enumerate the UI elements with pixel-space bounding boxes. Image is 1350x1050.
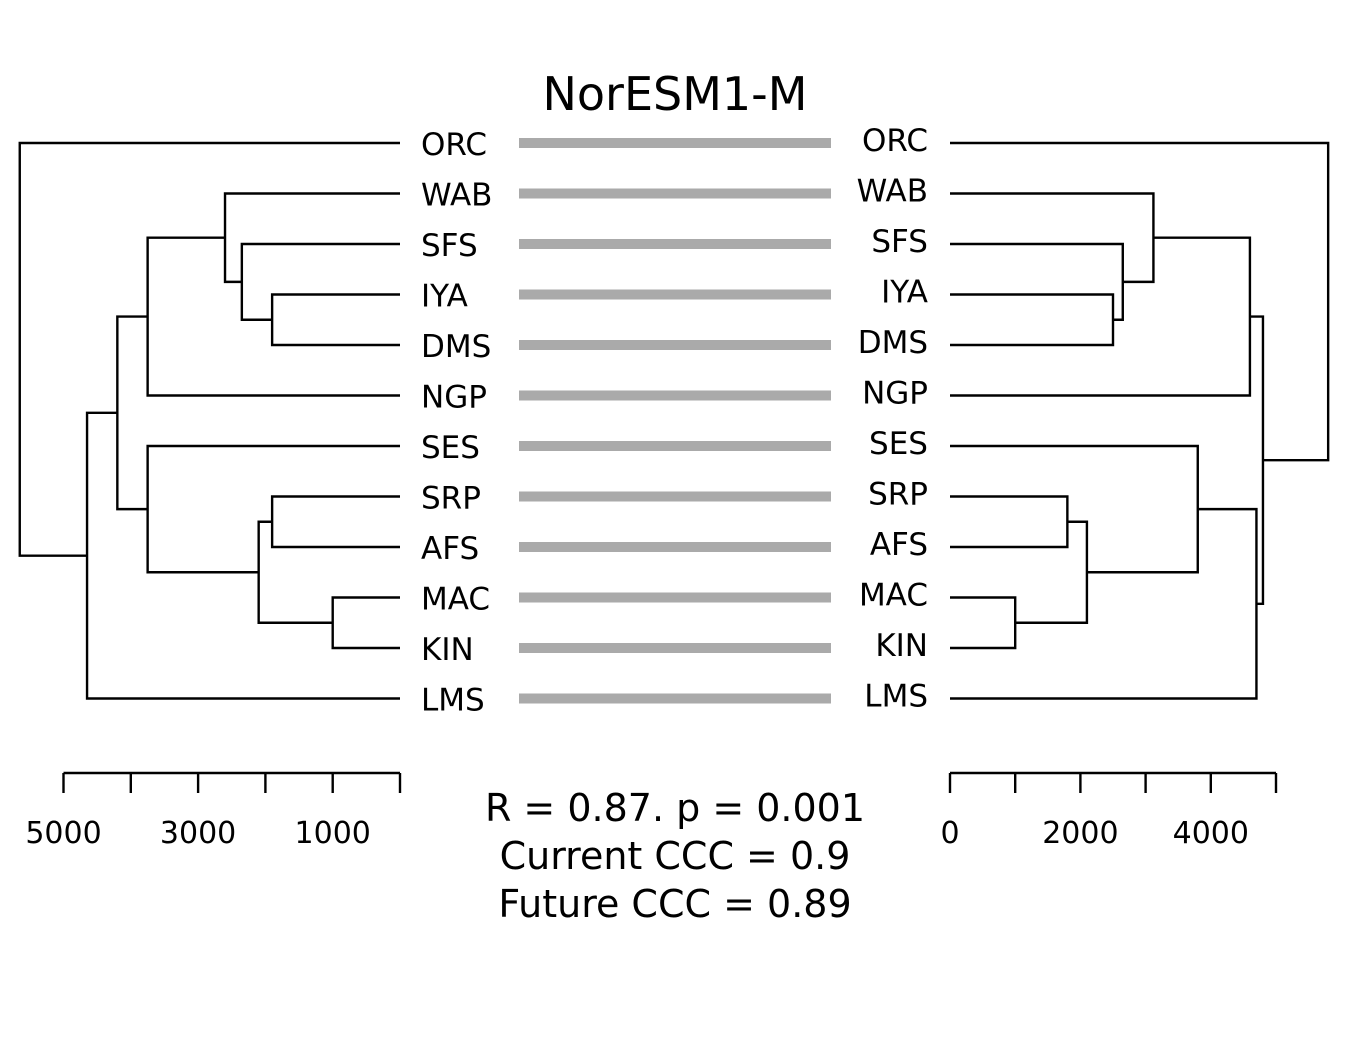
- right-axis-tick-label: 4000: [1173, 816, 1249, 851]
- left-leaf-label: IYA: [421, 279, 468, 315]
- right-axis: 0 2000 4000: [940, 771, 1278, 851]
- left-leaf-label: DMS: [421, 329, 491, 365]
- left-leaf-labels: ORC WAB SFS IYA DMS NGP SES SRP AFS MAC KIN LMS: [421, 127, 492, 719]
- right-leaf-label: NGP: [862, 376, 928, 412]
- left-leaf-label: MAC: [421, 582, 490, 618]
- chart-title: NorESM1-M: [543, 67, 808, 121]
- left-dendrogram: [18, 141, 400, 700]
- left-dendrogram-branch-4: [257, 520, 333, 624]
- right-axis-tick-label: 2000: [1042, 816, 1118, 851]
- connector-lines: [519, 138, 831, 704]
- right-leaf-labels: ORC WAB SFS IYA DMS NGP SES SRP AFS MAC KIN LMS: [857, 123, 928, 715]
- stat-future-ccc: Future CCC = 0.89: [498, 882, 851, 926]
- stat-correlation: R = 0.87. p = 0.001: [485, 786, 865, 830]
- left-axis: 5000 3000 1000: [25, 771, 402, 851]
- stat-current-ccc: Current CCC = 0.9: [500, 834, 851, 878]
- left-axis-tick-label: 5000: [25, 816, 101, 851]
- left-leaf-label: NGP: [421, 380, 487, 416]
- statistics-block: R = 0.87. p = 0.001 Current CCC = 0.9 Fu…: [485, 786, 865, 926]
- right-leaf-label: KIN: [875, 628, 928, 664]
- right-dendrogram-branch-9: [950, 507, 1258, 700]
- left-dendrogram-branch-2: [270, 293, 400, 347]
- right-leaf-label: ORC: [862, 123, 928, 159]
- left-axis-tick-label: 3000: [160, 816, 236, 851]
- right-leaf-label: SES: [869, 426, 928, 462]
- left-leaf-label: KIN: [421, 632, 474, 668]
- left-dendrogram-branch-9: [116, 315, 148, 511]
- right-leaf-label: AFS: [870, 527, 928, 563]
- left-dendrogram-branch-8: [146, 444, 400, 574]
- right-dendrogram: [950, 141, 1330, 700]
- right-dendrogram-branch-2: [950, 495, 1069, 549]
- right-leaf-label: SFS: [871, 224, 928, 260]
- right-leaf-label: MAC: [859, 578, 928, 614]
- right-leaf-label: IYA: [881, 275, 928, 311]
- right-leaf-label: WAB: [857, 174, 928, 210]
- left-leaf-label: AFS: [421, 531, 479, 567]
- right-dendrogram-branch-11: [950, 141, 1330, 462]
- left-leaf-label: SES: [421, 430, 480, 466]
- right-dendrogram-branch-3: [1015, 520, 1089, 624]
- left-leaf-label: LMS: [421, 683, 485, 719]
- left-dendrogram-branch-6: [223, 192, 400, 284]
- right-leaf-label: DMS: [858, 325, 928, 361]
- left-dendrogram-branch-10: [85, 411, 400, 700]
- left-axis-tick-label: 1000: [295, 816, 371, 851]
- left-dendrogram-branch-11: [18, 141, 400, 557]
- right-dendrogram-branch-1: [950, 596, 1017, 650]
- right-leaf-label: SRP: [868, 477, 928, 513]
- left-leaf-label: SFS: [421, 228, 478, 264]
- left-dendrogram-branch-1: [331, 596, 400, 650]
- right-dendrogram-branch-7: [950, 444, 1199, 574]
- left-dendrogram-branch-5: [240, 242, 400, 321]
- left-dendrogram-branch-7: [146, 236, 400, 397]
- left-leaf-label: ORC: [421, 127, 487, 163]
- right-axis-tick-label: 0: [940, 816, 959, 851]
- right-leaf-label: LMS: [864, 679, 928, 715]
- right-dendrogram-branch-5: [950, 242, 1124, 321]
- right-dendrogram-branch-8: [950, 236, 1252, 397]
- left-leaf-label: SRP: [421, 481, 481, 517]
- left-dendrogram-branch-3: [270, 495, 400, 549]
- left-leaf-label: WAB: [421, 178, 492, 214]
- right-dendrogram-branch-4: [950, 293, 1115, 347]
